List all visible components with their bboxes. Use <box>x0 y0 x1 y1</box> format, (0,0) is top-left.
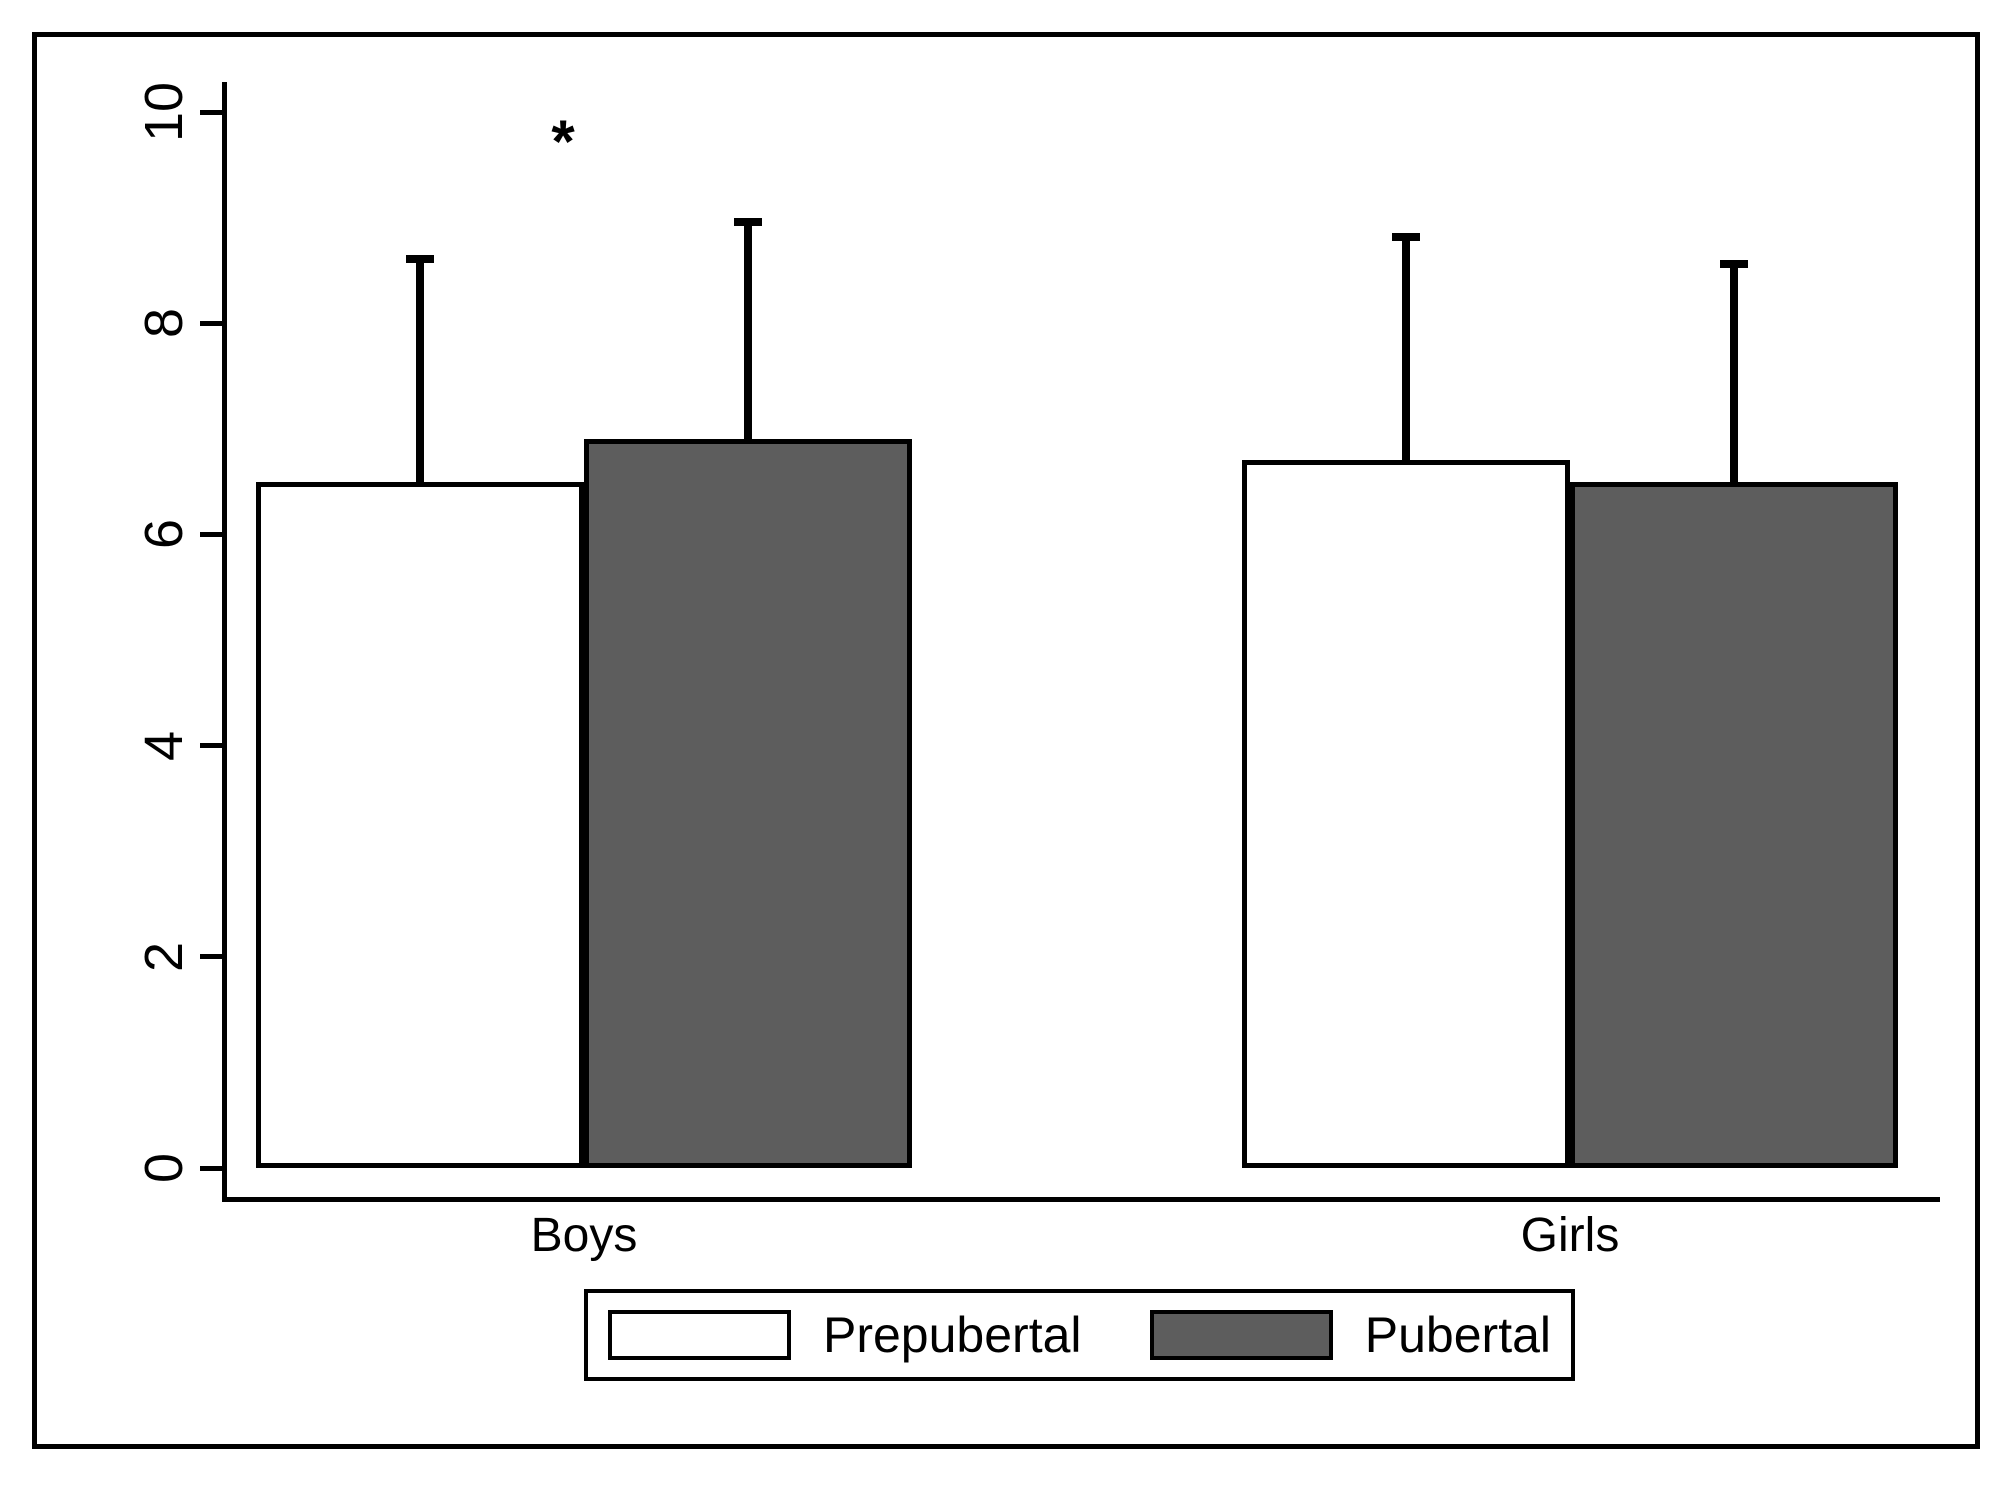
error-bar-cap <box>734 217 762 226</box>
y-axis-line <box>222 82 227 1202</box>
legend-item-pubertal: Pubertal <box>1149 1307 1551 1363</box>
y-tick-label: 8 <box>134 308 194 339</box>
y-tick <box>200 109 222 115</box>
bar-girls-pubertal <box>1570 481 1898 1168</box>
error-bar-line <box>744 217 752 440</box>
category-label-girls: Girls <box>1520 1209 1620 1262</box>
figure-border <box>32 32 1980 1449</box>
legend-item-prepubertal: Prepubertal <box>608 1310 1082 1360</box>
y-tick <box>200 954 222 960</box>
category-label-boys: Boys <box>530 1209 638 1262</box>
error-bar-line <box>1402 233 1410 461</box>
legend-swatch-prepubertal <box>608 1310 791 1360</box>
legend-label-pubertal: Pubertal <box>1364 1307 1551 1363</box>
y-tick <box>200 531 222 537</box>
legend: Prepubertal Pubertal <box>584 1289 1575 1381</box>
error-bar-cap <box>1720 259 1748 268</box>
error-bar-line <box>1730 259 1738 482</box>
bar-boys-pubertal <box>584 439 912 1168</box>
y-tick-label: 0 <box>134 1152 194 1184</box>
error-bar-line <box>416 254 424 482</box>
y-tick-label: 10 <box>134 81 194 143</box>
x-axis-line <box>222 1197 1940 1202</box>
legend-swatch-pubertal <box>1149 1310 1333 1360</box>
legend-label-prepubertal: Prepubertal <box>823 1307 1082 1363</box>
bar-girls-prepubertal <box>1242 460 1570 1168</box>
y-tick-label: 4 <box>134 730 194 761</box>
y-tick-label: 6 <box>134 519 194 550</box>
significance-asterisk: * <box>551 108 575 175</box>
bar-boys-prepubertal <box>256 481 584 1168</box>
y-tick <box>200 1165 222 1171</box>
error-bar-cap <box>406 254 434 263</box>
y-tick-label: 2 <box>134 941 194 972</box>
y-tick <box>200 743 222 749</box>
y-tick <box>200 320 222 326</box>
error-bar-cap <box>1392 233 1420 242</box>
